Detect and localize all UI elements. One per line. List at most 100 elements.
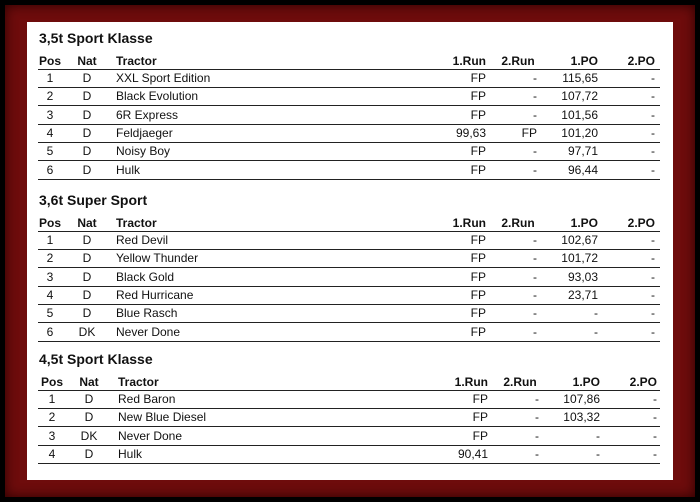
cell: FP [470,251,486,266]
cell: - [653,392,657,406]
cell: D [82,71,92,85]
cell: - [651,71,655,85]
row-rule [38,426,660,428]
cell: Hulk [118,446,143,461]
cell: Never Done [116,324,181,339]
cell: - [596,446,600,461]
cell: 102,67 [561,233,598,247]
column-header: Pos [38,54,61,68]
cell: 101,56 [561,107,598,122]
row-rule [38,390,660,391]
cell: Blue Rasch [116,306,178,321]
cell: - [651,107,655,122]
column-header: 1.PO [572,375,600,389]
cell: 2 [46,251,54,266]
cell: 1 [48,392,56,406]
row-rule [38,444,660,446]
cell: - [651,89,655,104]
cell: D [82,306,92,321]
cell: FP [472,410,488,425]
cell: - [594,324,598,339]
cell: D [82,233,92,247]
column-header: Tractor [116,54,157,68]
row-rule [38,231,660,232]
row-rule [38,249,660,250]
cell: - [651,251,655,266]
cell: D [82,162,92,177]
cell: 3 [46,107,54,122]
cell: D [82,287,92,302]
cell: 115,65 [562,71,598,85]
row-rule [38,87,660,88]
column-header: Tractor [118,375,159,389]
cell: - [535,428,539,443]
cell: - [653,410,657,425]
row-rule [38,462,660,464]
cell: 107,72 [561,89,598,104]
row-rule [38,267,660,269]
cell: FP [470,233,486,247]
cell: D [82,89,92,104]
column-header: 2.Run [501,216,535,230]
cell: Hulk [116,162,141,177]
cell: Never Done [118,428,183,443]
cell: Noisy Boy [116,144,171,159]
cell: Red Devil [116,233,169,247]
row-rule [38,285,660,287]
cell: D [84,446,94,461]
cell: 96,44 [567,162,598,177]
cell: 6R Express [116,107,179,122]
cell: FP [470,287,486,302]
column-header: 2.PO [627,54,655,68]
cell: Black Gold [116,269,175,284]
cell: - [535,446,539,461]
column-header: 1.Run [452,54,486,68]
section-title: 3,6t Super Sport [39,192,148,208]
column-header: 2.PO [629,375,657,389]
cell: Red Hurricane [116,287,194,302]
cell: 2 [48,410,56,425]
results-sheet: 3,5t Sport Klasse Pos Nat Tractor 1.Run 2.Run… [27,22,673,480]
cell: Red Baron [118,392,176,406]
cell: - [533,89,537,104]
row-rule [38,322,660,324]
cell: 3 [46,269,54,284]
cell: - [533,269,537,284]
cell: 90,41 [457,446,488,461]
cell: DK [78,324,96,339]
section-title: 4,5t Sport Klasse [39,351,153,367]
cell: D [82,251,92,266]
cell: - [533,306,537,321]
column-header: 1.PO [570,216,598,230]
cell: - [653,428,657,443]
cell: 103,32 [563,410,600,425]
row-rule [38,105,660,107]
cell: FP [470,324,486,339]
row-rule [38,303,660,305]
cell: FP [470,71,486,85]
column-header: Nat [77,54,97,68]
cell: - [533,287,537,302]
cell: 3 [48,428,56,443]
cell: 6 [46,162,54,177]
cell: 99,63 [455,125,486,140]
cell: - [651,269,655,284]
column-header: 2.PO [627,216,655,230]
cell: - [594,306,598,321]
cell: New Blue Diesel [118,410,207,425]
column-header: Pos [38,216,61,230]
cell: 97,71 [567,144,598,159]
cell: FP [470,162,486,177]
cell: XXL Sport Edition [116,71,211,85]
cell: FP [470,269,486,284]
cell: D [82,107,92,122]
cell: - [533,233,537,247]
row-rule [38,141,660,143]
cell: - [651,162,655,177]
cell: 5 [46,306,54,321]
row-rule [38,340,660,342]
cell: 5 [46,144,54,159]
cell: FP [521,125,537,140]
column-header: 2.Run [503,375,537,389]
cell: - [533,251,537,266]
